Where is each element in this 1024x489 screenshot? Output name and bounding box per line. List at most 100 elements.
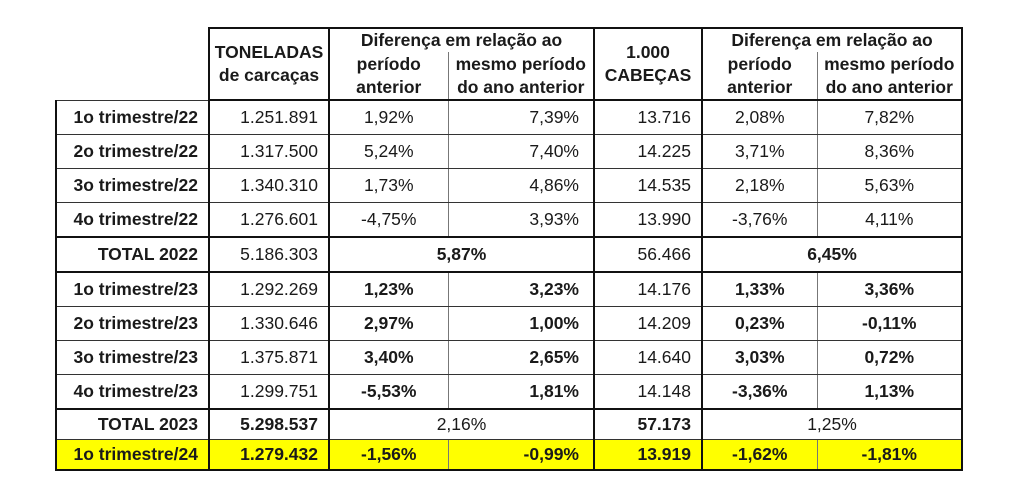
cell-heads: 14.148: [594, 374, 703, 410]
cell-heads: 14.225: [594, 134, 703, 169]
cell-tons-prev: -4,75%: [329, 202, 449, 238]
cell-tons: 1.251.891: [209, 99, 330, 135]
highlighted-row-q1-2024: 1o trimestre/24 1.279.432 -1,56% -0,99% …: [55, 439, 963, 471]
row-label: 2o trimestre/22: [55, 134, 210, 169]
cell-heads-yoy: -0,11%: [817, 306, 963, 341]
cell-tons: 1.330.646: [209, 306, 330, 341]
cell-heads: 14.176: [594, 271, 703, 307]
cell-tons: 1.279.432: [209, 439, 330, 471]
cell-tons-prev: 3,40%: [329, 340, 449, 375]
cell-tons-total-diff: 5,87%: [329, 236, 595, 273]
cell-tons-prev: 1,23%: [329, 271, 449, 307]
cell-heads-prev: -3,36%: [702, 374, 818, 410]
cell-heads-yoy: -1,81%: [817, 439, 963, 471]
cell-tons: 1.276.601: [209, 202, 330, 238]
cell-heads: 14.535: [594, 168, 703, 203]
header-tons-line2: de carcaças: [218, 65, 320, 85]
header-text: do ano anterior: [457, 76, 585, 97]
header-text: do ano anterior: [825, 76, 953, 97]
row-label: 3o trimestre/22: [55, 168, 210, 203]
header-heads: 1.000 CABEÇAS: [593, 27, 703, 101]
header-yoy-tons: mesmo período do ano anterior: [447, 52, 595, 101]
table-row: 3o trimestre/22 1.340.310 1,73% 4,86% 14…: [55, 168, 963, 203]
cell-tons: 1.375.871: [209, 340, 330, 375]
header-empty-corner: [56, 28, 209, 100]
table-row: 4o trimestre/22 1.276.601 -4,75% 3,93% 1…: [55, 202, 963, 238]
total-row-2022: TOTAL 2022 5.186.303 5,87% 56.466 6,45%: [55, 236, 963, 273]
cell-tons-yoy: 2,65%: [448, 340, 595, 375]
cell-tons-prev: 1,92%: [329, 99, 449, 135]
header-text: anterior: [727, 76, 793, 97]
cell-heads-yoy: 0,72%: [817, 340, 963, 375]
cell-heads-yoy: 8,36%: [817, 134, 963, 169]
cell-tons-yoy: 1,81%: [448, 374, 595, 410]
cell-tons-prev: -1,56%: [329, 439, 449, 471]
header-text: mesmo período: [455, 53, 586, 74]
header-prev-period-heads: período anterior: [701, 52, 818, 101]
header-text: período: [727, 53, 792, 74]
cell-heads-yoy: 5,63%: [817, 168, 963, 203]
header-heads-line2: CABEÇAS: [604, 65, 692, 85]
header-tons-line1: TONELADAS: [214, 42, 324, 62]
cell-heads: 13.716: [594, 99, 703, 135]
header-text: anterior: [356, 76, 422, 97]
header-diff-group-tons: Diferença em relação ao: [328, 26, 595, 53]
cell-tons-yoy: -0,99%: [448, 439, 595, 471]
slaughter-statistics-table: TONELADAS de carcaças Diferença em relaç…: [55, 26, 963, 471]
cell-heads: 14.640: [594, 340, 703, 375]
cell-heads-prev: 2,18%: [702, 168, 818, 203]
row-label: 2o trimestre/23: [55, 306, 210, 341]
row-label: 1o trimestre/22: [55, 99, 210, 135]
cell-heads-prev: 3,71%: [702, 134, 818, 169]
row-label: 4o trimestre/23: [55, 374, 210, 410]
cell-tons-yoy: 3,93%: [448, 202, 595, 238]
cell-heads-prev: -3,76%: [702, 202, 818, 238]
cell-tons-total: 5.298.537: [209, 408, 330, 440]
cell-heads-total: 56.466: [594, 236, 703, 273]
cell-heads-prev: -1,62%: [702, 439, 818, 471]
header-heads-line1: 1.000: [626, 42, 670, 62]
cell-heads-yoy: 4,11%: [817, 202, 963, 238]
row-label: 1o trimestre/24: [55, 439, 210, 471]
table-row: 2o trimestre/22 1.317.500 5,24% 7,40% 14…: [55, 134, 963, 169]
cell-tons-yoy: 3,23%: [448, 271, 595, 307]
cell-heads-yoy: 1,13%: [817, 374, 963, 410]
row-label: TOTAL 2023: [55, 408, 210, 440]
cell-tons-yoy: 4,86%: [448, 168, 595, 203]
header-text: período: [356, 53, 421, 74]
cell-tons: 1.340.310: [209, 168, 330, 203]
cell-heads-yoy: 7,82%: [817, 99, 963, 135]
cell-heads-yoy: 3,36%: [817, 271, 963, 307]
row-label: 4o trimestre/22: [55, 202, 210, 238]
cell-heads-total: 57.173: [594, 408, 703, 440]
cell-tons-total: 5.186.303: [209, 236, 330, 273]
cell-tons-yoy: 7,39%: [448, 99, 595, 135]
row-label: TOTAL 2022: [55, 236, 210, 273]
cell-tons-prev: -5,53%: [329, 374, 449, 410]
cell-tons-yoy: 7,40%: [448, 134, 595, 169]
cell-heads-total-diff: 1,25%: [702, 408, 963, 440]
header-prev-period-tons: período anterior: [328, 52, 449, 101]
header-yoy-heads: mesmo período do ano anterior: [816, 52, 963, 101]
cell-heads: 13.919: [594, 439, 703, 471]
row-label: 1o trimestre/23: [55, 271, 210, 307]
cell-heads: 14.209: [594, 306, 703, 341]
header-text: mesmo período: [824, 53, 955, 74]
cell-tons-prev: 1,73%: [329, 168, 449, 203]
cell-tons: 1.292.269: [209, 271, 330, 307]
header-diff-group-heads: Diferença em relação ao: [701, 26, 963, 53]
table-row: 2o trimestre/23 1.330.646 2,97% 1,00% 14…: [55, 306, 963, 341]
cell-heads-prev: 2,08%: [702, 99, 818, 135]
cell-tons-total-diff: 2,16%: [329, 408, 595, 440]
cell-heads-total-diff: 6,45%: [702, 236, 963, 273]
table-row: 1o trimestre/23 1.292.269 1,23% 3,23% 14…: [55, 271, 963, 307]
table-row: 4o trimestre/23 1.299.751 -5,53% 1,81% 1…: [55, 374, 963, 410]
cell-heads-prev: 0,23%: [702, 306, 818, 341]
header-tons: TONELADAS de carcaças: [208, 27, 330, 101]
cell-heads: 13.990: [594, 202, 703, 238]
cell-tons-prev: 5,24%: [329, 134, 449, 169]
total-row-2023: TOTAL 2023 5.298.537 2,16% 57.173 1,25%: [55, 408, 963, 440]
table-row: 3o trimestre/23 1.375.871 3,40% 2,65% 14…: [55, 340, 963, 375]
cell-tons: 1.317.500: [209, 134, 330, 169]
table-row: 1o trimestre/22 1.251.891 1,92% 7,39% 13…: [55, 99, 963, 135]
